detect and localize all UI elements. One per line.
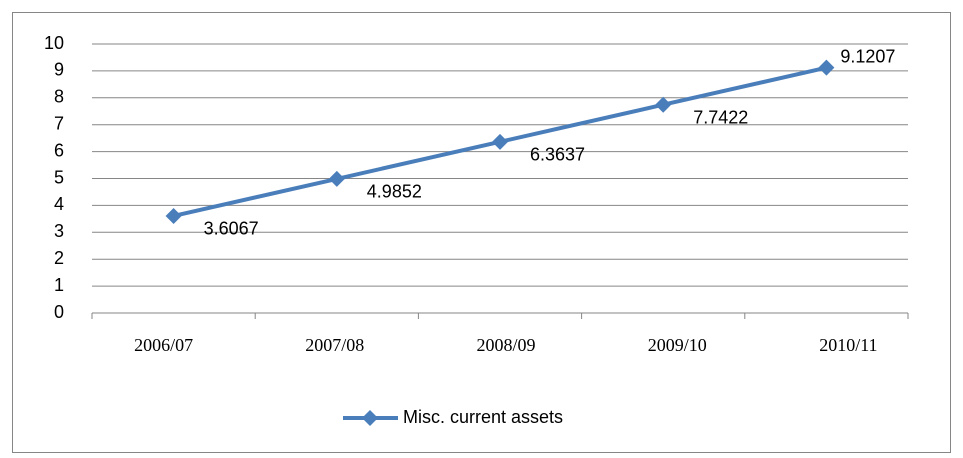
data-label: 6.3637	[530, 145, 585, 165]
y-tick-label: 1	[54, 275, 64, 295]
x-tick-label: 2010/11	[819, 335, 877, 355]
data-point	[165, 207, 182, 224]
data-point	[655, 96, 672, 113]
y-tick-label: 7	[54, 113, 64, 133]
x-tick-label: 2006/07	[134, 335, 193, 355]
data-label: 7.7422	[693, 107, 748, 127]
y-tick-label: 2	[54, 248, 64, 268]
data-label: 3.6067	[204, 219, 259, 239]
y-tick-label: 8	[54, 87, 64, 107]
data-point	[328, 170, 345, 187]
y-tick-label: 9	[54, 60, 64, 80]
data-point	[818, 59, 835, 76]
y-tick-label: 5	[54, 167, 64, 187]
data-label: 4.9852	[367, 182, 422, 202]
data-point	[492, 133, 508, 150]
y-tick-label: 10	[44, 33, 64, 53]
y-tick-label: 6	[54, 140, 64, 160]
x-tick-label: 2009/10	[648, 335, 707, 355]
legend-marker	[362, 410, 378, 426]
y-tick-label: 3	[54, 221, 64, 241]
chart-border	[12, 12, 951, 453]
legend-label: Misc. current assets	[403, 407, 563, 427]
x-tick-label: 2007/08	[305, 335, 364, 355]
x-tick-label: 2008/09	[476, 335, 535, 355]
y-tick-label: 0	[54, 302, 64, 322]
y-tick-label: 4	[54, 194, 64, 214]
data-label: 9.1207	[840, 46, 895, 66]
